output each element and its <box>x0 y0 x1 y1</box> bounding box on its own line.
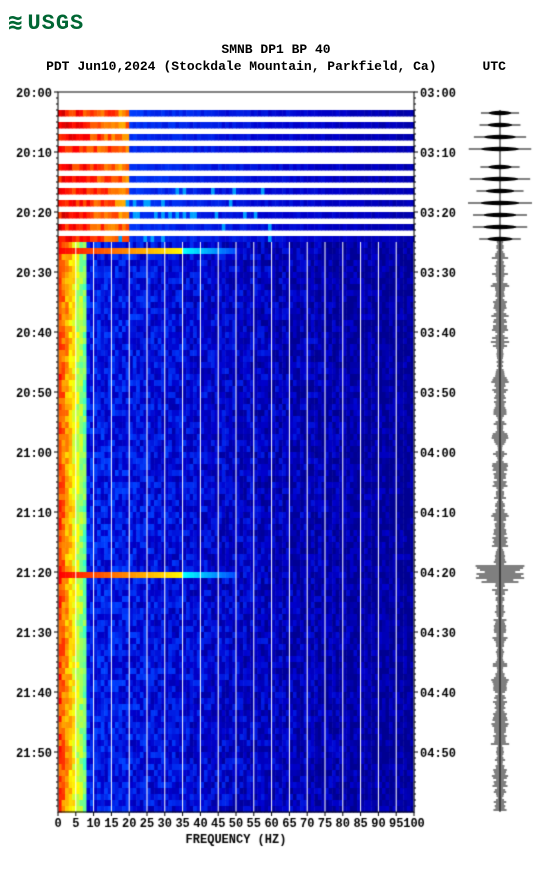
plot-subheader: PDT Jun10,2024 (Stockdale Mountain, Park… <box>8 59 544 74</box>
wave-icon: ≋ <box>8 8 23 38</box>
plot-location: (Stockdale Mountain, Parkfield, Ca) <box>163 59 436 74</box>
tz-left: PDT <box>46 59 69 74</box>
logo-text: USGS <box>27 11 84 36</box>
tz-right: UTC <box>483 59 506 74</box>
plot-date: Jun10,2024 <box>77 59 155 74</box>
plot-title: SMNB DP1 BP 40 <box>8 42 544 57</box>
usgs-logo: ≋ USGS <box>8 8 544 38</box>
plot-area <box>10 82 542 882</box>
spectrogram-canvas <box>10 82 542 882</box>
